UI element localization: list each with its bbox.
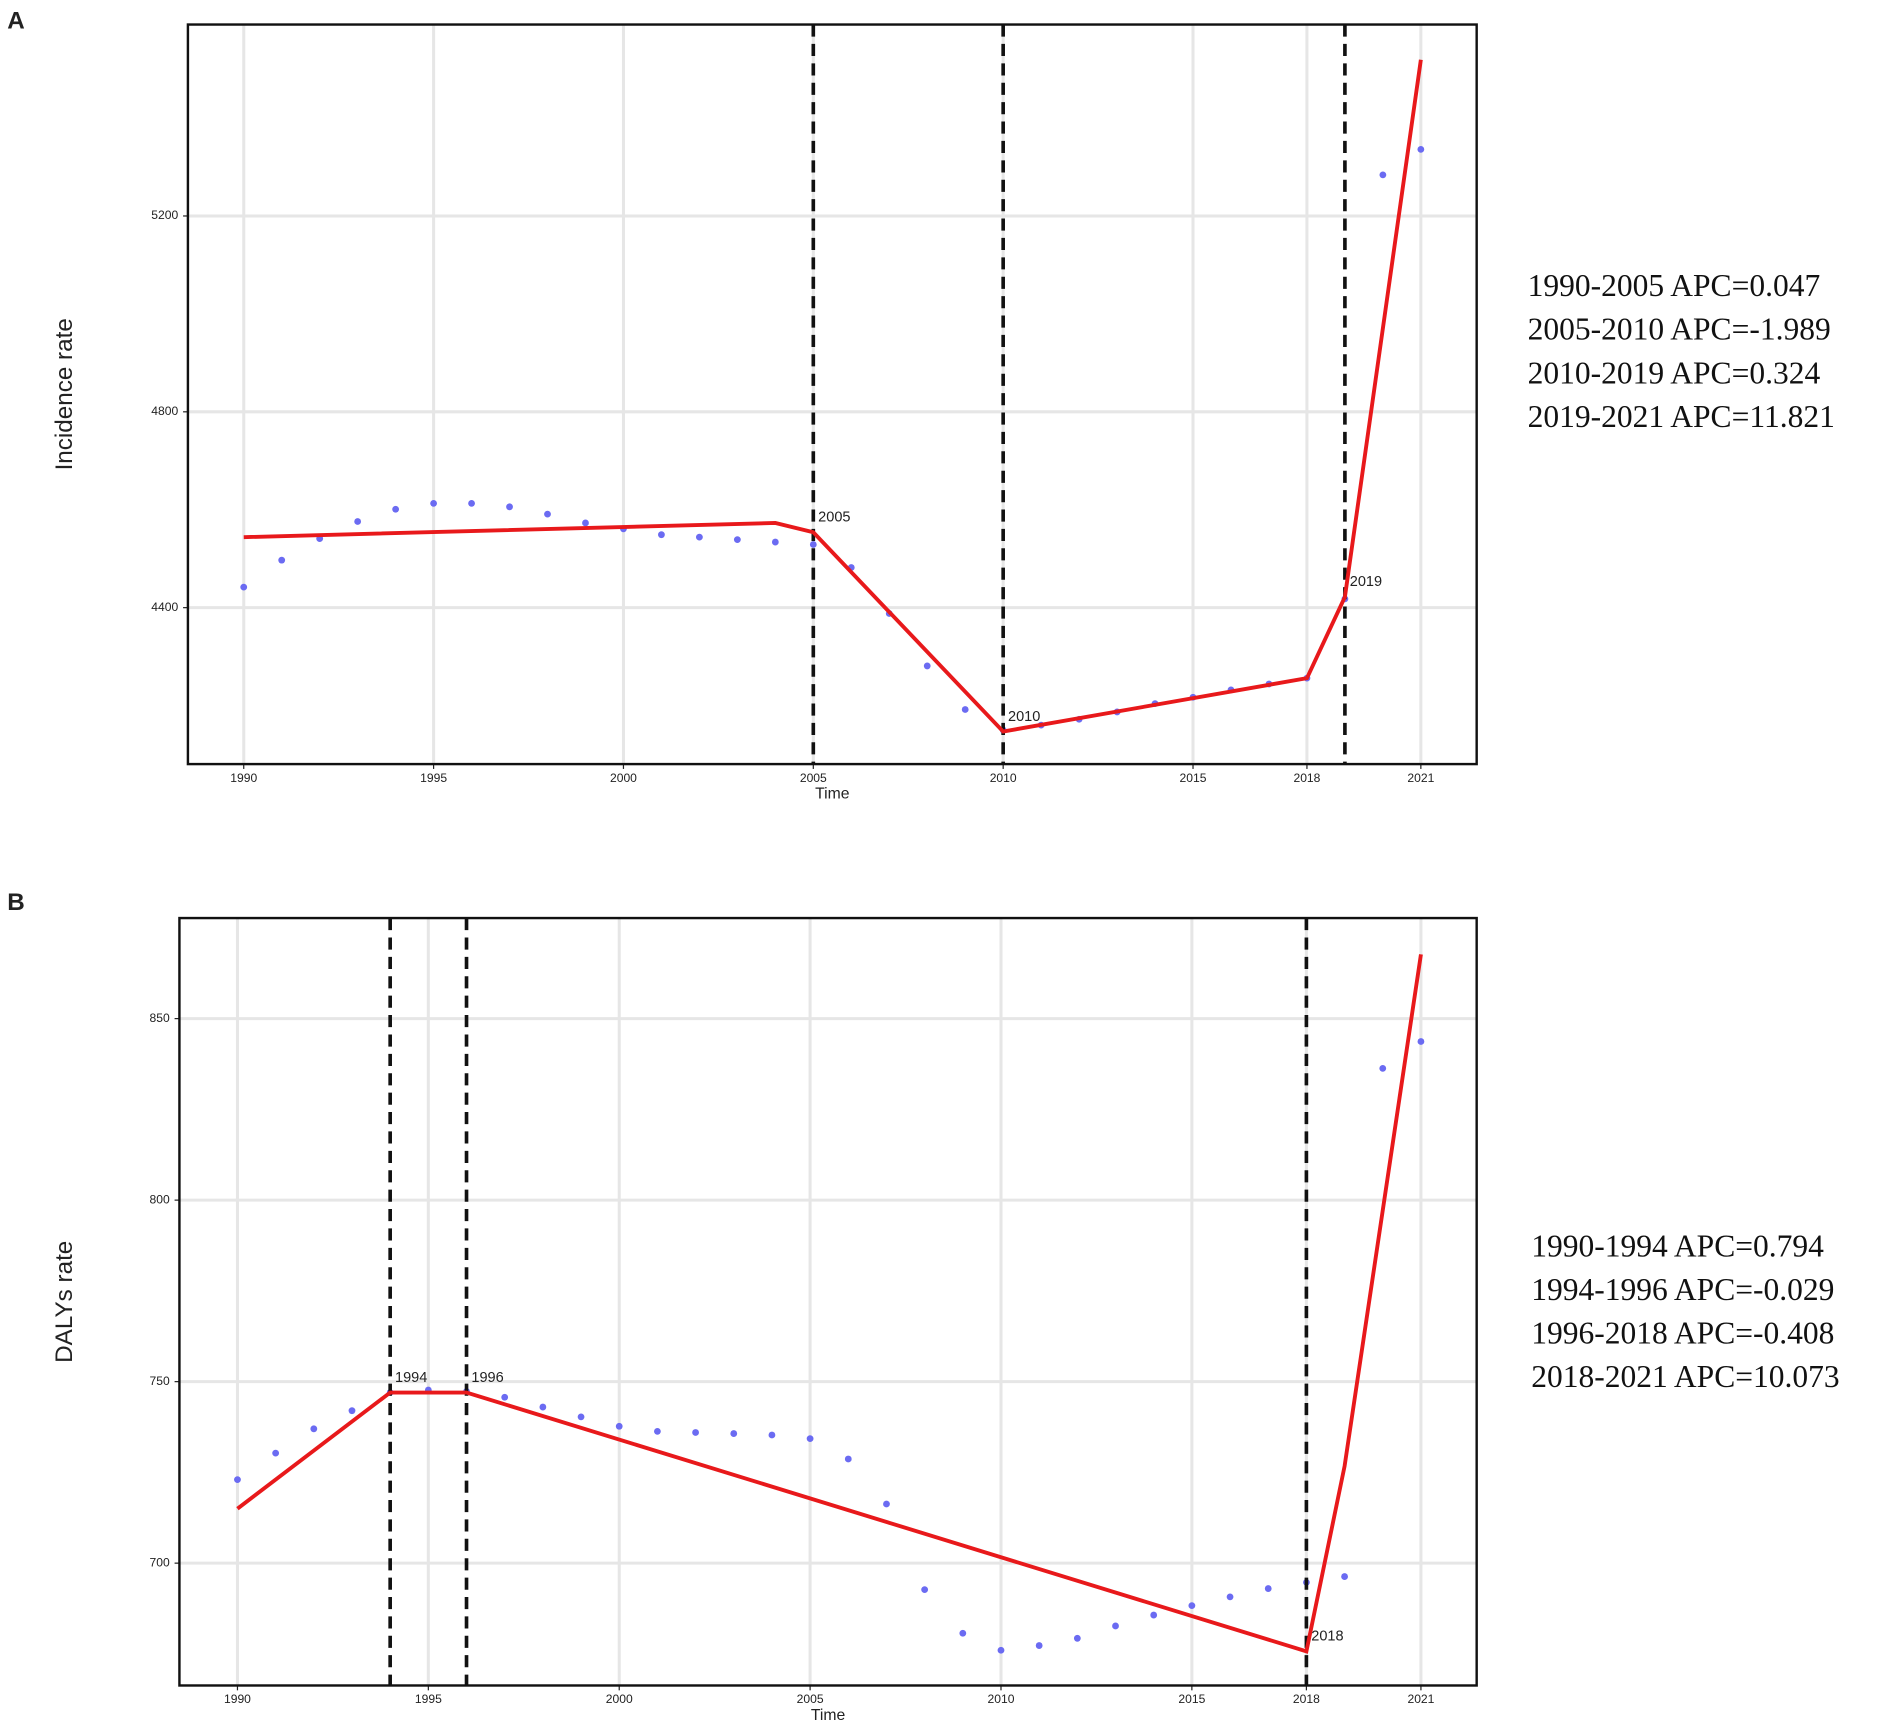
x-tick-label: 2010 [988,1692,1015,1706]
x-tick-label: 2000 [606,1692,633,1706]
x-tick-label: 2021 [1407,771,1434,785]
breakpoint-label: 1996 [471,1370,503,1386]
breakpoint-label: 2019 [1350,574,1382,590]
data-point [234,1476,241,1484]
data-point [468,499,475,507]
data-point [577,1413,585,1421]
x-axis-title: Time [811,1707,846,1724]
fit-line [243,59,1423,734]
x-tick-label: 2005 [797,1692,824,1706]
data-point [1150,1611,1158,1619]
data-point [615,1422,623,1430]
y-tick-label: 850 [150,1011,170,1025]
data-point [278,556,286,564]
panel-label: A [7,8,25,35]
y-axis-title: DALYs rate [51,1241,78,1363]
data-point [1226,1593,1234,1601]
data-point [1417,145,1425,153]
data-point [506,503,513,511]
data-point [806,1435,814,1443]
data-point [1341,1573,1348,1580]
x-tick-label: 1995 [420,771,447,785]
data-point [733,536,741,543]
data-point [768,1431,776,1439]
data-point [997,1646,1005,1654]
x-tick-label: 2015 [1180,771,1207,785]
breakpoint-label: 2005 [818,510,850,526]
y-axis-title: Incidence rate [51,318,78,470]
annotation: 1994-1996 APC=-0.029 [1531,1272,1834,1307]
data-point [695,533,703,541]
data-point [354,518,362,525]
data-point [809,541,817,548]
annotation: 1990-2005 APC=0.047 [1528,268,1821,303]
x-tick-label: 2000 [610,771,637,785]
data-point [1264,1585,1272,1592]
data-point [1379,171,1387,179]
data-point [654,1427,661,1435]
y-tick-label: 700 [150,1555,170,1569]
x-tick-label: 1990 [224,1692,251,1706]
annotation: 2018-2021 APC=10.073 [1531,1359,1839,1394]
x-tick-label: 2005 [800,771,827,785]
data-point [1417,1038,1425,1045]
data-point [771,538,779,546]
annotation: 2005-2010 APC=-1.989 [1528,312,1831,347]
data-point [1188,1602,1196,1610]
x-axis-title: Time [815,786,850,803]
x-tick-label: 2021 [1407,1692,1434,1706]
y-tick-label: 800 [150,1192,170,1206]
x-tick-label: 2015 [1178,1692,1205,1706]
breakpoint-label: 1994 [395,1370,427,1386]
data-point [961,706,969,713]
data-point [844,1455,852,1463]
annotation: 1996-2018 APC=-0.408 [1531,1316,1834,1351]
data-point [240,583,248,591]
plot-frame [186,23,1478,766]
x-tick-label: 2018 [1293,1692,1320,1706]
annotation: 1990-1994 APC=0.794 [1531,1228,1824,1263]
plot-frame [178,916,1478,1687]
data-point [1112,1622,1119,1630]
data-point [923,662,931,670]
data-point [658,531,665,539]
data-point [392,505,400,513]
data-point [730,1430,738,1437]
data-point [1073,1634,1081,1642]
data-point [1379,1064,1387,1072]
fit-line [236,954,1423,1654]
x-tick-label: 2010 [990,771,1017,785]
data-point [921,1586,929,1594]
data-point [272,1449,280,1457]
y-tick-label: 4400 [151,600,178,614]
data-point [582,519,589,527]
data-point [959,1629,967,1637]
data-point [544,510,551,518]
data-point [692,1429,699,1436]
data-point [1035,1642,1043,1649]
annotation: 2019-2021 APC=11.821 [1528,399,1835,434]
x-tick-label: 1995 [415,1692,442,1706]
data-point [883,1500,890,1508]
data-point [539,1403,547,1411]
data-point [501,1393,509,1401]
x-tick-label: 1990 [230,771,257,785]
data-point [348,1407,356,1415]
annotation: 2010-2019 APC=0.324 [1528,355,1821,390]
breakpoint-label: 2010 [1008,709,1040,725]
data-point [430,499,437,507]
y-tick-label: 4800 [151,404,178,418]
data-point [310,1425,318,1433]
y-tick-label: 5200 [151,208,178,222]
x-tick-label: 2018 [1293,771,1320,785]
panel-label: B [7,889,25,916]
y-tick-label: 750 [150,1374,170,1388]
breakpoint-label: 2018 [1311,1629,1343,1645]
